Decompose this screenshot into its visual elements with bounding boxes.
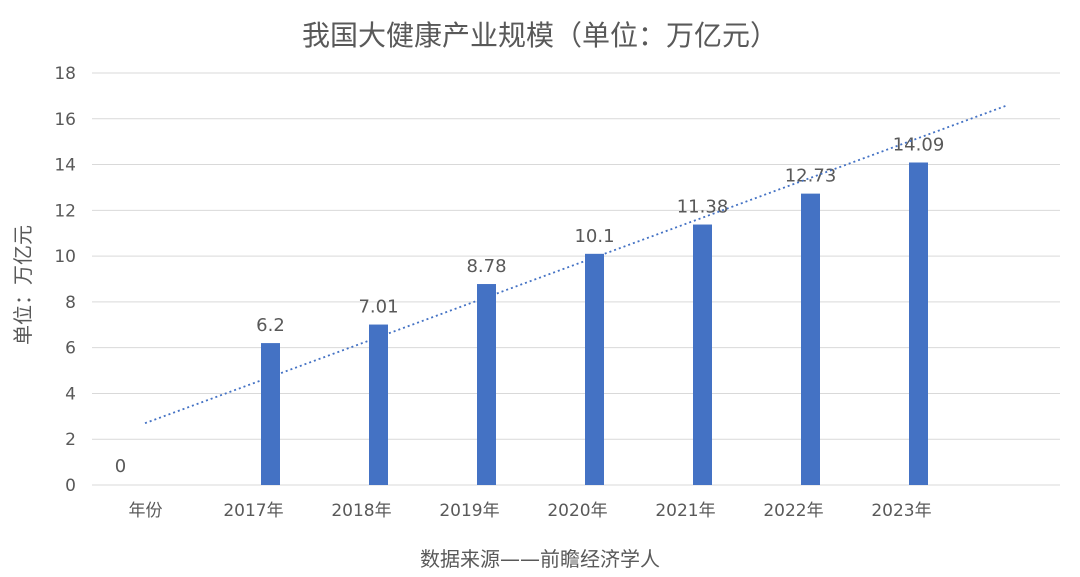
trendline: [144, 104, 1009, 425]
bar: [261, 343, 280, 485]
x-tick-label: 年份: [129, 501, 163, 521]
bar: [477, 284, 496, 485]
y-tick-label: 8: [65, 293, 76, 313]
data-label: 10.1: [574, 226, 614, 247]
x-tick-label: 2022年: [763, 501, 823, 521]
bar: [909, 162, 928, 486]
data-labels: 0 6.2 7.01 8.78 10.1 11.38 12.73 14.09: [115, 134, 944, 477]
y-tick-label: 6: [65, 339, 76, 359]
x-tick-label: 2019年: [439, 501, 499, 521]
chart-title: 我国大健康产业规模（单位：万亿元）: [302, 19, 778, 52]
y-tick-label: 18: [54, 64, 76, 84]
data-label: 0: [115, 456, 126, 477]
grid-lines: [92, 72, 1060, 486]
data-label: 7.01: [358, 297, 398, 318]
bar: [693, 224, 712, 485]
y-tick-label: 16: [54, 110, 76, 130]
x-tick-label: 2017年: [223, 501, 283, 521]
y-tick-label: 0: [65, 476, 76, 496]
y-tick-label: 12: [54, 201, 76, 221]
bar: [801, 193, 820, 485]
x-tick-label: 2021年: [655, 501, 715, 521]
data-label: 8.78: [466, 256, 506, 277]
data-label: 11.38: [677, 197, 729, 218]
y-tick-label: 14: [54, 156, 76, 176]
x-tick-label: 2020年: [547, 501, 607, 521]
data-label: 12.73: [785, 166, 837, 187]
bar: [369, 324, 388, 485]
x-axis-label: 数据来源——前瞻经济学人: [420, 547, 660, 571]
y-axis-label: 单位：万亿元: [11, 225, 35, 345]
x-tick-label: 2018年: [331, 501, 391, 521]
x-tick-label: 2023年: [871, 501, 931, 521]
bars: [261, 162, 928, 486]
data-label: 6.2: [256, 315, 285, 336]
y-axis-ticks: 0 2 4 6 8 10 12 14 16 18: [54, 64, 76, 496]
y-tick-label: 4: [65, 384, 76, 404]
x-axis-ticks: 年份 2017年 2018年 2019年 2020年 2021年 2022年 2023年: [129, 501, 932, 521]
y-tick-label: 2: [65, 430, 76, 450]
y-tick-label: 10: [54, 247, 76, 267]
bar: [585, 253, 604, 485]
data-label: 14.09: [893, 134, 945, 155]
